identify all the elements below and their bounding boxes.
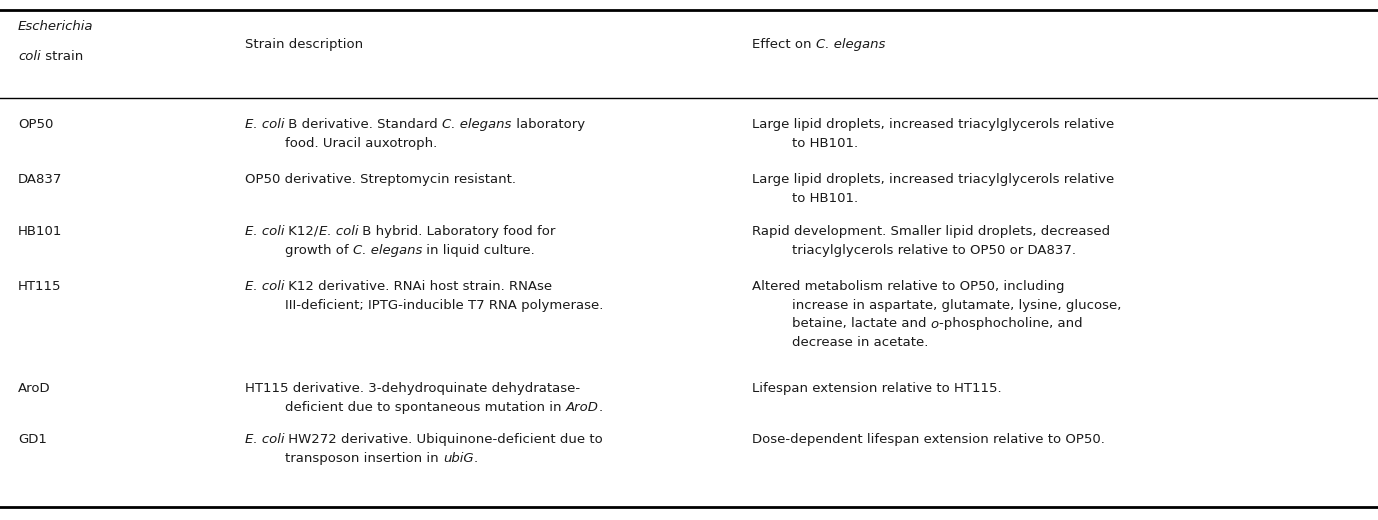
Text: ubiG: ubiG — [442, 452, 474, 465]
Text: .: . — [474, 452, 478, 465]
Text: AroD: AroD — [566, 401, 599, 414]
Text: Large lipid droplets, increased triacylglycerols relative: Large lipid droplets, increased triacylg… — [752, 173, 1115, 186]
Text: E. coli: E. coli — [245, 280, 284, 293]
Text: HT115 derivative. 3-dehydroquinate dehydratase-: HT115 derivative. 3-dehydroquinate dehyd… — [245, 382, 580, 395]
Text: E. coli: E. coli — [245, 225, 284, 238]
Text: deficient due to spontaneous mutation in: deficient due to spontaneous mutation in — [285, 401, 566, 414]
Text: Lifespan extension relative to HT115.: Lifespan extension relative to HT115. — [752, 382, 1002, 395]
Text: C. elegans: C. elegans — [816, 38, 885, 51]
Text: in liquid culture.: in liquid culture. — [422, 244, 535, 257]
Text: triacylglycerols relative to OP50 or DA837.: triacylglycerols relative to OP50 or DA8… — [792, 244, 1076, 257]
Text: DA837: DA837 — [18, 173, 62, 186]
Text: GD1: GD1 — [18, 433, 47, 446]
Text: K12/: K12/ — [284, 225, 318, 238]
Text: laboratory: laboratory — [511, 118, 586, 131]
Text: B derivative. Standard: B derivative. Standard — [284, 118, 442, 131]
Text: C. elegans: C. elegans — [442, 118, 511, 131]
Text: o: o — [930, 318, 938, 331]
Text: III-deficient; IPTG-inducible T7 RNA polymerase.: III-deficient; IPTG-inducible T7 RNA pol… — [285, 299, 604, 312]
Text: AroD: AroD — [18, 382, 51, 395]
Text: strain: strain — [40, 50, 83, 63]
Text: Escherichia: Escherichia — [18, 20, 94, 33]
Text: B hybrid. Laboratory food for: B hybrid. Laboratory food for — [358, 225, 555, 238]
Text: HT115: HT115 — [18, 280, 62, 293]
Text: OP50 derivative. Streptomycin resistant.: OP50 derivative. Streptomycin resistant. — [245, 173, 515, 186]
Text: Rapid development. Smaller lipid droplets, decreased: Rapid development. Smaller lipid droplet… — [752, 225, 1111, 238]
Text: Dose-dependent lifespan extension relative to OP50.: Dose-dependent lifespan extension relati… — [752, 433, 1105, 446]
Text: food. Uracil auxotroph.: food. Uracil auxotroph. — [285, 137, 437, 150]
Text: transposon insertion in: transposon insertion in — [285, 452, 442, 465]
Text: betaine, lactate and: betaine, lactate and — [792, 318, 930, 331]
Text: OP50: OP50 — [18, 118, 54, 131]
Text: C. elegans: C. elegans — [353, 244, 422, 257]
Text: -phosphocholine, and: -phosphocholine, and — [938, 318, 1083, 331]
Text: K12 derivative. RNAi host strain. RNAse: K12 derivative. RNAi host strain. RNAse — [284, 280, 553, 293]
Text: Strain description: Strain description — [245, 38, 364, 51]
Text: decrease in acetate.: decrease in acetate. — [792, 336, 929, 349]
Text: E. coli: E. coli — [245, 118, 284, 131]
Text: Altered metabolism relative to OP50, including: Altered metabolism relative to OP50, inc… — [752, 280, 1064, 293]
Text: HW272 derivative. Ubiquinone-deficient due to: HW272 derivative. Ubiquinone-deficient d… — [284, 433, 604, 446]
Text: increase in aspartate, glutamate, lysine, glucose,: increase in aspartate, glutamate, lysine… — [792, 299, 1122, 312]
Text: Large lipid droplets, increased triacylglycerols relative: Large lipid droplets, increased triacylg… — [752, 118, 1115, 131]
Text: HB101: HB101 — [18, 225, 62, 238]
Text: coli: coli — [18, 50, 40, 63]
Text: E. coli: E. coli — [245, 433, 284, 446]
Text: E. coli: E. coli — [318, 225, 358, 238]
Text: to HB101.: to HB101. — [792, 137, 858, 150]
Text: growth of: growth of — [285, 244, 353, 257]
Text: Effect on: Effect on — [752, 38, 816, 51]
Text: .: . — [599, 401, 604, 414]
Text: to HB101.: to HB101. — [792, 192, 858, 205]
